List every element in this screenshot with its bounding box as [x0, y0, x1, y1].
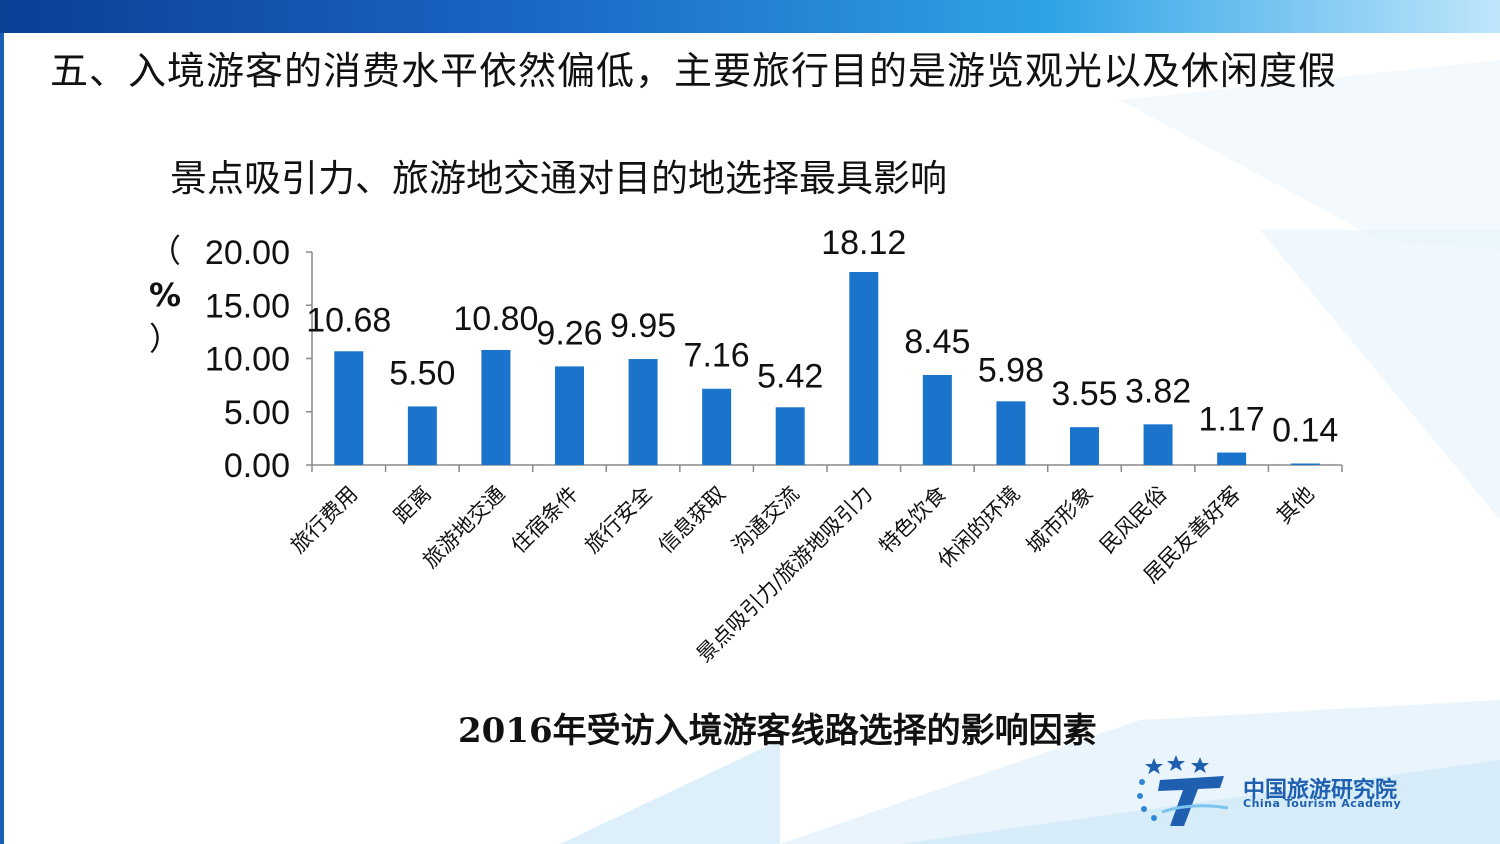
category-label: 信息获取 [654, 482, 730, 558]
y-axis-label: ） [149, 320, 181, 358]
category-label: 旅行安全 [580, 482, 656, 558]
bar [1143, 424, 1173, 465]
bar [481, 349, 511, 465]
bar [1290, 463, 1320, 465]
data-label: 1.17 [1199, 401, 1265, 439]
y-tick-label: 10.00 [205, 341, 290, 379]
data-label: 5.42 [757, 357, 823, 395]
bar [628, 359, 658, 465]
data-label: 3.82 [1125, 372, 1191, 410]
chart-subheading: 景点吸引力、旅游地交通对目的地选择最具影响 [170, 157, 947, 200]
data-label: 7.16 [684, 337, 750, 375]
bar [334, 351, 364, 465]
bar [849, 272, 879, 465]
data-label: 5.50 [389, 354, 455, 392]
bar [1217, 452, 1247, 465]
category-label: 城市形象 [1022, 482, 1098, 558]
data-label: 10.68 [306, 301, 391, 339]
y-axis-label: % [149, 276, 181, 314]
academy-logo-icon [1137, 755, 1229, 826]
data-label: 10.80 [453, 300, 538, 338]
data-label: 18.12 [821, 224, 906, 262]
bar [702, 388, 732, 465]
chart-caption: 2016年受访入境游客线路选择的影响因素 [458, 711, 1097, 751]
data-label: 0.14 [1272, 412, 1338, 450]
bar [922, 375, 952, 465]
category-label: 其他 [1272, 482, 1319, 529]
data-label: 3.55 [1051, 375, 1117, 413]
top-banner [0, 0, 1500, 33]
category-label: 沟通交流 [727, 482, 803, 558]
y-tick-label: 5.00 [224, 394, 290, 432]
bar-chart: 0.00 5.00 10.00 15.00 20.00 （% ） 10.68 旅行费用 5.50 距… [149, 224, 1343, 667]
y-tick-label: 20.00 [205, 234, 290, 272]
data-label: 9.95 [610, 307, 676, 345]
bar [555, 366, 584, 465]
logo-name-cn: 中国旅游研究院 [1243, 778, 1398, 803]
page-heading: 五、入境游客的消费水平依然偏低，主要旅行目的是游览观光以及休闲度假 [50, 49, 1338, 93]
data-label: 8.45 [904, 323, 970, 361]
category-label: 民风民俗 [1095, 482, 1171, 558]
bar [407, 406, 437, 465]
left-edge-stripe [0, 33, 4, 844]
category-label: 住宿条件 [507, 482, 583, 558]
bar [775, 407, 805, 465]
data-label: 9.26 [536, 314, 602, 352]
y-tick-label: 15.00 [205, 287, 290, 325]
bar [1070, 427, 1099, 465]
y-axis-label: （ [149, 232, 181, 270]
category-label: 距离 [389, 482, 436, 529]
y-tick-label: 0.00 [224, 447, 290, 485]
category-label: 旅行费用 [286, 482, 362, 558]
data-label: 5.98 [978, 351, 1044, 389]
logo-name-en: China Tourism Academy [1243, 797, 1402, 810]
category-label: 特色饮食 [875, 482, 951, 558]
bar [996, 401, 1026, 465]
